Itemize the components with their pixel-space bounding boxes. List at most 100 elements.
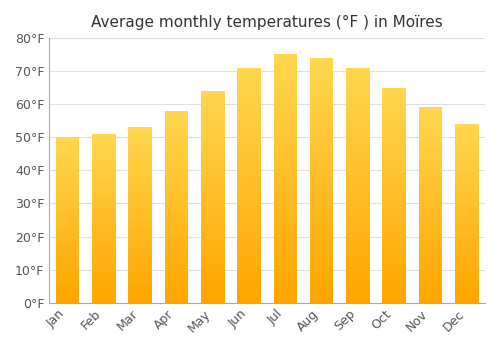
Bar bbox=[56, 147, 80, 149]
Bar bbox=[56, 150, 80, 152]
Bar bbox=[418, 195, 442, 197]
Bar bbox=[201, 190, 224, 192]
Bar bbox=[418, 164, 442, 166]
Bar bbox=[128, 173, 152, 175]
Bar bbox=[346, 143, 370, 145]
Bar bbox=[164, 254, 188, 257]
Bar bbox=[455, 226, 478, 228]
Bar bbox=[382, 236, 406, 238]
Bar bbox=[164, 243, 188, 245]
Bar bbox=[382, 264, 406, 266]
Bar bbox=[418, 142, 442, 145]
Bar bbox=[418, 269, 442, 272]
Bar bbox=[274, 134, 297, 136]
Bar bbox=[164, 186, 188, 188]
Bar bbox=[274, 240, 297, 243]
Bar bbox=[310, 185, 334, 188]
Bar bbox=[164, 270, 188, 272]
Bar bbox=[237, 68, 261, 70]
Bar bbox=[56, 263, 80, 265]
Bar bbox=[346, 288, 370, 291]
Bar bbox=[274, 198, 297, 201]
Bar bbox=[310, 271, 334, 273]
Bar bbox=[201, 118, 224, 121]
Bar bbox=[56, 167, 80, 169]
Bar bbox=[201, 258, 224, 260]
Bar bbox=[418, 145, 442, 147]
Bar bbox=[237, 300, 261, 303]
Bar bbox=[310, 212, 334, 215]
Bar bbox=[455, 129, 478, 131]
Bar bbox=[346, 220, 370, 223]
Bar bbox=[56, 256, 80, 258]
Bar bbox=[455, 138, 478, 140]
Bar bbox=[237, 148, 261, 150]
Bar bbox=[237, 122, 261, 124]
Bar bbox=[418, 219, 442, 221]
Bar bbox=[418, 150, 442, 153]
Bar bbox=[56, 251, 80, 253]
Bar bbox=[164, 130, 188, 132]
Bar bbox=[310, 77, 334, 80]
Bar bbox=[418, 152, 442, 154]
Bar bbox=[346, 284, 370, 286]
Bar bbox=[237, 298, 261, 300]
Bar bbox=[92, 272, 116, 274]
Bar bbox=[128, 236, 152, 238]
Bar bbox=[56, 185, 80, 187]
Bar bbox=[382, 232, 406, 234]
Bar bbox=[382, 212, 406, 215]
Bar bbox=[56, 236, 80, 238]
Bar bbox=[128, 294, 152, 296]
Bar bbox=[346, 77, 370, 79]
Bar bbox=[164, 276, 188, 278]
Bar bbox=[274, 206, 297, 208]
Bar bbox=[382, 219, 406, 221]
Bar bbox=[56, 222, 80, 223]
Bar bbox=[382, 139, 406, 141]
Bar bbox=[128, 138, 152, 140]
Bar bbox=[237, 274, 261, 277]
Bar bbox=[237, 176, 261, 178]
Bar bbox=[382, 289, 406, 292]
Bar bbox=[455, 297, 478, 299]
Bar bbox=[455, 136, 478, 138]
Bar bbox=[201, 171, 224, 174]
Bar bbox=[382, 169, 406, 172]
Bar bbox=[418, 170, 442, 172]
Bar bbox=[310, 285, 334, 288]
Bar bbox=[56, 223, 80, 225]
Bar bbox=[92, 159, 116, 161]
Bar bbox=[128, 301, 152, 303]
Bar bbox=[455, 228, 478, 230]
Bar bbox=[382, 182, 406, 184]
Bar bbox=[201, 180, 224, 182]
Bar bbox=[274, 119, 297, 121]
Bar bbox=[56, 299, 80, 301]
Bar bbox=[237, 98, 261, 101]
Bar bbox=[382, 294, 406, 296]
Bar bbox=[164, 212, 188, 215]
Bar bbox=[201, 106, 224, 108]
Bar bbox=[201, 165, 224, 167]
Bar bbox=[237, 251, 261, 253]
Bar bbox=[382, 195, 406, 197]
Bar bbox=[237, 96, 261, 98]
Bar bbox=[418, 125, 442, 127]
Bar bbox=[346, 251, 370, 253]
Bar bbox=[310, 263, 334, 266]
Bar bbox=[128, 273, 152, 275]
Bar bbox=[56, 162, 80, 164]
Bar bbox=[164, 233, 188, 236]
Bar bbox=[56, 294, 80, 296]
Bar bbox=[92, 271, 116, 272]
Bar bbox=[92, 257, 116, 259]
Bar bbox=[382, 178, 406, 180]
Bar bbox=[346, 185, 370, 188]
Bar bbox=[237, 169, 261, 171]
Bar bbox=[274, 67, 297, 70]
Bar bbox=[201, 245, 224, 248]
Bar bbox=[455, 172, 478, 174]
Bar bbox=[418, 139, 442, 141]
Bar bbox=[201, 216, 224, 218]
